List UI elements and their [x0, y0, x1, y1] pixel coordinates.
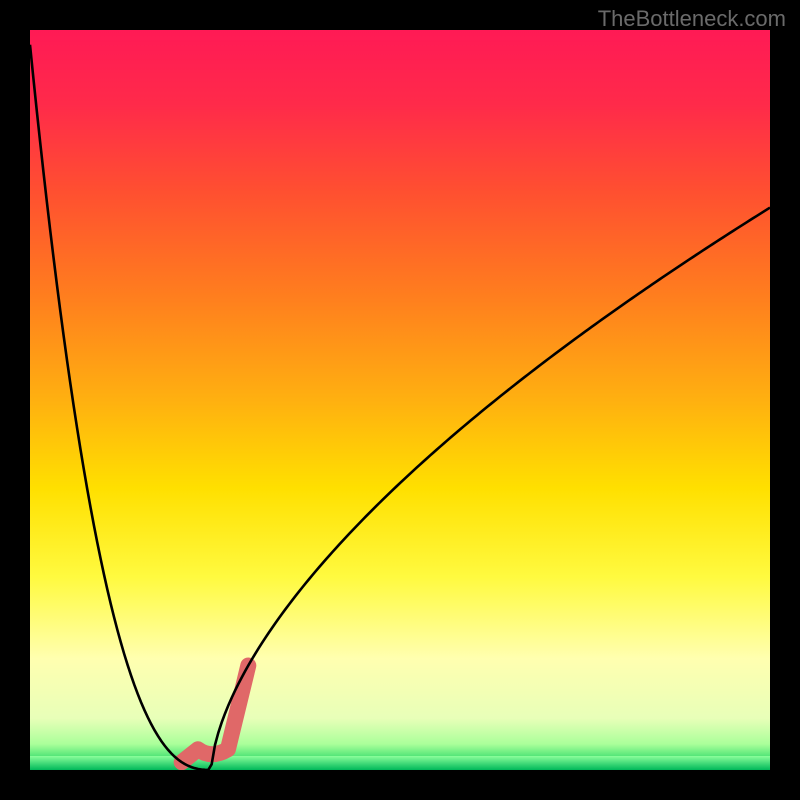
plot-area — [30, 30, 770, 770]
main-curve-path — [30, 45, 770, 770]
watermark-text: TheBottleneck.com — [598, 6, 786, 32]
curves-svg — [30, 30, 770, 770]
